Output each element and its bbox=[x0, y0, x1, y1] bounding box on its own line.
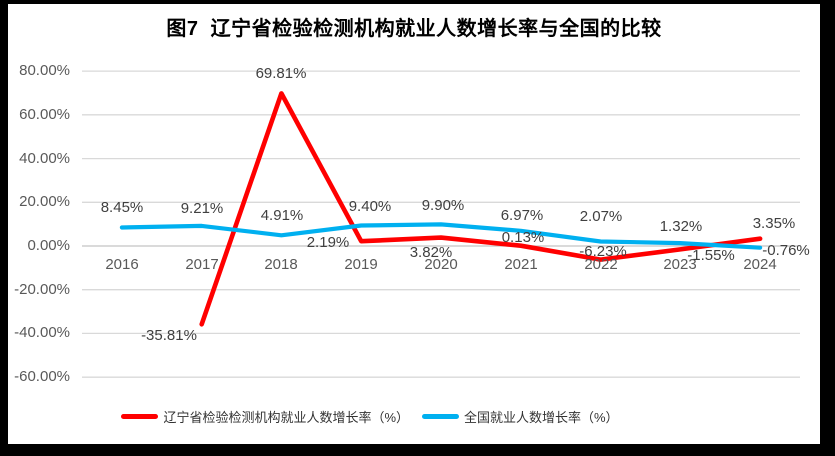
chart-title: 图7 辽宁省检验检测机构就业人数增长率与全国的比较 bbox=[166, 18, 662, 40]
x-axis-tick-label: 2023 bbox=[663, 256, 697, 273]
legend-item-liaoning: 辽宁省检验检测机构就业人数增长率（%） bbox=[121, 407, 409, 426]
x-axis-tick-label: 2016 bbox=[105, 256, 139, 273]
data-label: 2.07% bbox=[579, 208, 623, 225]
y-axis-tick-label: 40.00% bbox=[19, 150, 70, 167]
y-axis-tick-label: -60.00% bbox=[14, 368, 70, 385]
y-axis-tick-label: 80.00% bbox=[19, 62, 70, 79]
x-axis-tick-label: 2017 bbox=[185, 256, 219, 273]
data-label: 3.82% bbox=[409, 244, 453, 261]
legend: 辽宁省检验检测机构就业人数增长率（%） 全国就业人数增长率（%） bbox=[0, 407, 776, 426]
series-line-0 bbox=[199, 91, 763, 327]
data-label: 2.19% bbox=[306, 234, 350, 251]
data-label: -1.55% bbox=[687, 247, 735, 264]
data-label: -6.23% bbox=[579, 243, 627, 260]
data-label: 8.45% bbox=[100, 199, 144, 216]
legend-line-swatch-blue bbox=[422, 414, 459, 419]
legend-label-national: 全国就业人数增长率（%） bbox=[464, 410, 619, 425]
y-axis-tick-label: 0.00% bbox=[27, 237, 70, 254]
data-label: 9.90% bbox=[421, 197, 465, 214]
data-label: 69.81% bbox=[255, 65, 307, 82]
x-axis-tick-label: 2021 bbox=[504, 256, 538, 273]
data-label: -35.81% bbox=[141, 327, 197, 344]
x-axis-tick-label: 2022 bbox=[584, 256, 618, 273]
x-axis-tick-label: 2019 bbox=[344, 256, 378, 273]
data-label: 9.40% bbox=[348, 198, 392, 215]
data-label: 6.97% bbox=[500, 207, 544, 224]
x-axis-tick-label: 2018 bbox=[264, 256, 298, 273]
data-label: -0.76% bbox=[762, 242, 810, 259]
data-label: 1.32% bbox=[659, 218, 703, 235]
y-axis-tick-label: -20.00% bbox=[14, 281, 70, 298]
data-label: 3.35% bbox=[752, 215, 796, 232]
legend-line-swatch-red bbox=[121, 414, 159, 419]
legend-item-national: 全国就业人数增长率（%） bbox=[422, 407, 619, 426]
data-label: 4.91% bbox=[260, 207, 304, 224]
legend-label-liaoning: 辽宁省检验检测机构就业人数增长率（%） bbox=[163, 410, 409, 425]
y-axis-tick-label: -40.00% bbox=[14, 324, 70, 341]
y-axis-tick-label: 20.00% bbox=[19, 193, 70, 210]
x-axis-tick-label: 2020 bbox=[424, 256, 458, 273]
x-axis-tick-label: 2024 bbox=[743, 256, 777, 273]
y-axis-tick-label: 60.00% bbox=[19, 106, 70, 123]
series-line-1 bbox=[119, 222, 763, 250]
data-label: 0.13% bbox=[501, 229, 545, 246]
data-label: 9.21% bbox=[180, 200, 224, 217]
